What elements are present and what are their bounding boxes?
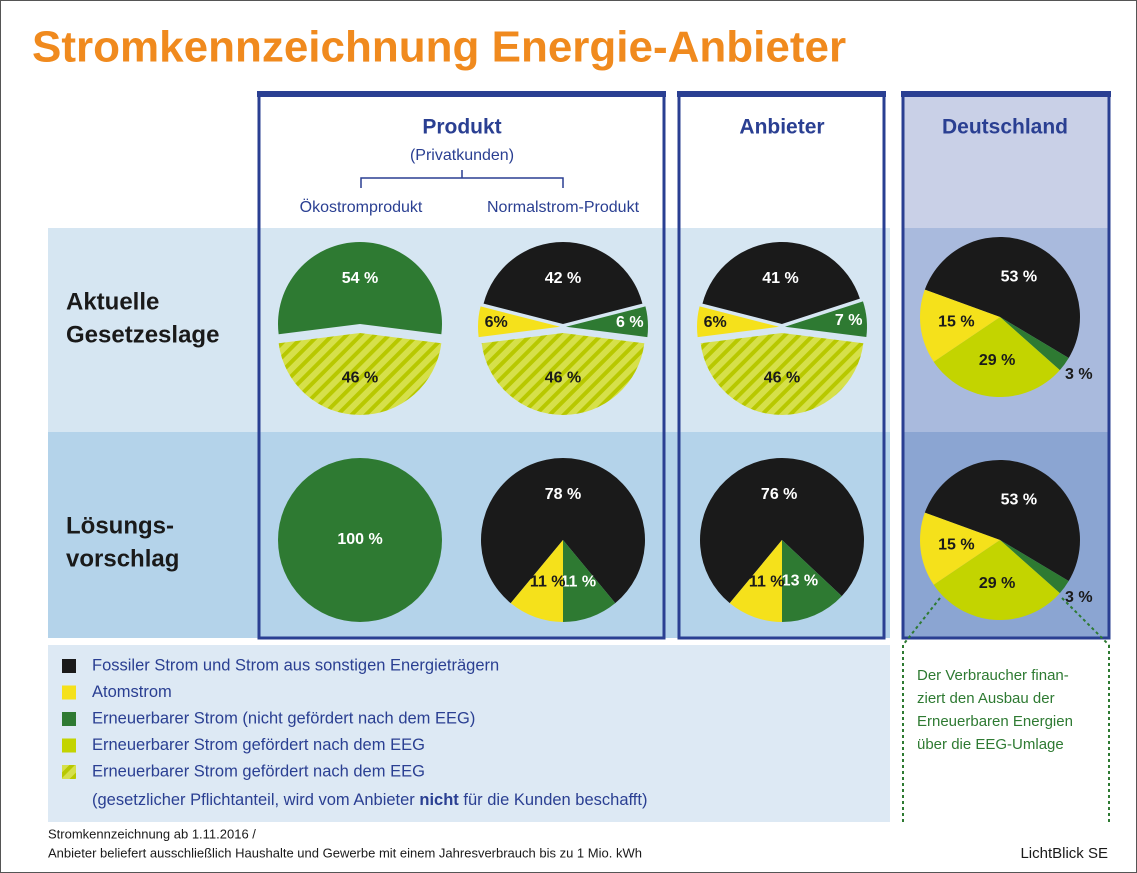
pie-label: 6%: [485, 314, 508, 331]
note-connector: [902, 597, 1110, 646]
pie-slice: [924, 237, 1080, 358]
row-label: Lösungs-: [66, 512, 174, 539]
pie-slice: [565, 306, 648, 338]
pie-label: 46 %: [545, 369, 581, 386]
pie-slice: [1000, 540, 1069, 594]
pie-label: 11 %: [530, 574, 566, 591]
legend-box: [48, 645, 890, 822]
pie-label: 46 %: [342, 369, 378, 386]
legend-swatch: [62, 659, 76, 673]
pie-slice: [782, 540, 842, 622]
pie-label: 54 %: [342, 270, 378, 287]
panel-top: [901, 91, 1111, 97]
legend-swatch: [62, 685, 76, 700]
legend-label: Erneuerbarer Strom (nicht gefördert nach…: [92, 709, 475, 727]
pie-slice: [920, 512, 1000, 585]
pie-slice: [729, 540, 782, 622]
column-subheader: Normalstrom-Produkt: [487, 199, 640, 216]
pie-label: 53 %: [1001, 268, 1037, 285]
pie-slice: [697, 306, 780, 338]
pie-slice: [784, 301, 867, 337]
legend-label: Fossiler Strom und Strom aus sonstigen E…: [92, 656, 499, 674]
legend-label: Erneuerbarer Strom gefördert nach dem EE…: [92, 762, 425, 780]
pie-label: 6%: [704, 314, 727, 331]
column-header: Anbieter: [739, 116, 824, 139]
bracket: [360, 170, 564, 188]
pie-label: 29 %: [979, 575, 1015, 592]
legend-detail: (gesetzlicher Pflichtanteil, wird vom An…: [92, 791, 647, 809]
row-label: Gesetzeslage: [66, 321, 219, 348]
pie-slice: [933, 540, 1060, 620]
pie-slice: [920, 289, 1000, 362]
legend-swatch: [62, 712, 76, 726]
footer-line: Stromkennzeichnung ab 1.11.2016 /: [48, 826, 256, 841]
pie-label: 100 %: [337, 531, 382, 548]
note-line: über die EEG-Umlage: [917, 736, 1064, 753]
panel-top: [677, 91, 886, 97]
source: LichtBlick SE: [1020, 845, 1108, 862]
pie-slice: [277, 241, 442, 335]
pie-slice: [278, 333, 442, 415]
row-label: vorschlag: [66, 545, 179, 572]
note-line: Der Verbraucher finan-: [917, 667, 1069, 684]
pie-label: 13 %: [782, 573, 818, 590]
pie-slice: [478, 306, 561, 338]
pie-slice: [481, 333, 645, 415]
legend-label: Atomstrom: [92, 683, 172, 701]
column-header: Deutschland: [942, 116, 1068, 139]
pie-label: 15 %: [938, 537, 974, 554]
pie-slice: [933, 317, 1060, 397]
pie-slice: [700, 457, 864, 604]
pie-label: 11 %: [560, 574, 596, 591]
pie-label: 15 %: [938, 314, 974, 331]
note-line: Erneuerbaren Energien: [917, 713, 1073, 730]
pie-slice: [480, 457, 645, 604]
pie-slice: [483, 242, 643, 324]
pie-label: 11 %: [749, 574, 785, 591]
footer-line: Anbieter beliefert ausschließlich Hausha…: [48, 845, 642, 860]
panel-top: [257, 91, 666, 97]
pie-label: 3 %: [1065, 366, 1093, 383]
column-subheader: Ökostromprodukt: [300, 198, 423, 216]
pie-slice: [563, 540, 616, 622]
pie-slice: [702, 242, 860, 325]
pie-slice: [924, 460, 1080, 581]
pie-label: 3 %: [1065, 589, 1093, 606]
pie-slice: [510, 540, 563, 622]
pie-label: 42 %: [545, 270, 581, 287]
note-line: ziert den Ausbau der: [917, 690, 1055, 707]
pie-label: 29 %: [979, 352, 1015, 369]
pie-slice: [1000, 317, 1069, 371]
pie-label: 53 %: [1001, 491, 1037, 508]
pie-label: 41 %: [762, 270, 798, 287]
pie-label: 78 %: [545, 486, 581, 503]
de-header-bg: [902, 93, 1110, 228]
row-label: Aktuelle: [66, 288, 159, 315]
legend-swatch: [62, 765, 76, 779]
legend-swatch: [62, 738, 76, 753]
column-subheader: (Privatkunden): [410, 147, 514, 164]
pie-label: 7 %: [835, 312, 863, 329]
column-header: Produkt: [422, 116, 501, 139]
legend-label: Erneuerbarer Strom gefördert nach dem EE…: [92, 736, 425, 754]
title: Stromkennzeichnung Energie-Anbieter: [32, 23, 846, 72]
pie-label: 46 %: [764, 369, 800, 386]
pie-label: 6 %: [616, 314, 644, 331]
pie-slice: [278, 458, 442, 622]
pie-slice: [700, 333, 864, 415]
pie-label: 76 %: [761, 486, 797, 503]
